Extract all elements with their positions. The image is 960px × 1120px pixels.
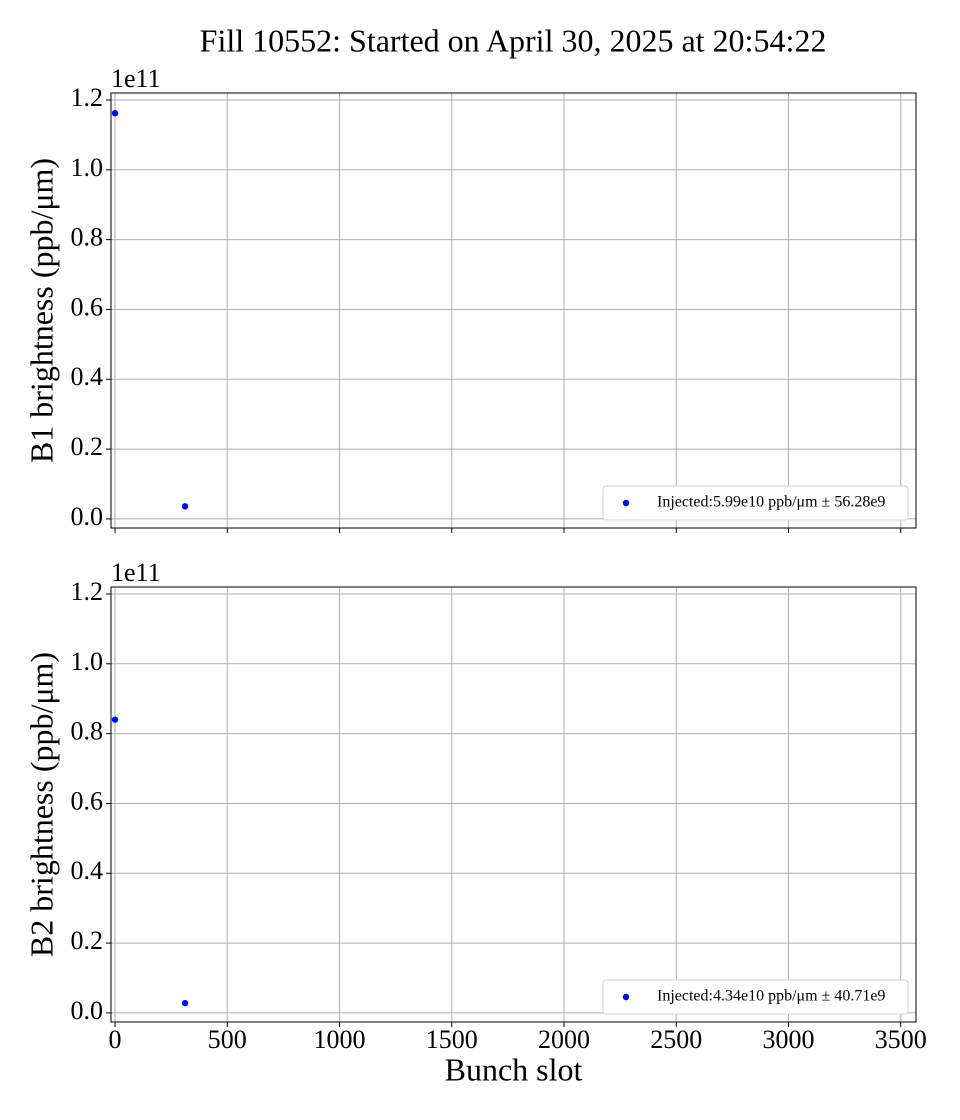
- plot-frame: [110, 92, 917, 529]
- y-tick-label: 0.0: [71, 996, 104, 1025]
- data-point: [111, 110, 119, 117]
- y-axis-label: B1 brightness (ppb/μm): [23, 158, 59, 463]
- y-tick-label: 0.0: [71, 502, 104, 531]
- y-tick-label: 1.0: [71, 153, 104, 182]
- figure-title: Fill 10552: Started on April 30, 2025 at…: [200, 22, 827, 58]
- legend-marker: [622, 499, 630, 507]
- x-axis-label: Bunch slot: [445, 1051, 583, 1087]
- y-tick-label: 0.4: [71, 856, 104, 885]
- data-point: [181, 999, 189, 1007]
- y-tick-label: 0.6: [71, 786, 104, 815]
- x-tick-label: 500: [208, 1025, 247, 1054]
- x-tick-label: 1000: [314, 1025, 366, 1054]
- y-tick-label: 0.8: [71, 223, 104, 252]
- data-point: [111, 716, 119, 723]
- y-tick-label: 0.4: [71, 362, 104, 391]
- x-tick-label: 0: [109, 1025, 122, 1054]
- y-tick-label: 1.0: [71, 647, 104, 676]
- plot-frame: [110, 586, 917, 1023]
- legend-label: Injected:4.34e10 ppb/μm ± 40.71e9: [657, 988, 885, 1005]
- y-tick-label: 0.8: [71, 717, 104, 746]
- y-offset-label: 1e11: [111, 64, 161, 93]
- y-tick-label: 1.2: [71, 83, 104, 112]
- y-tick-label: 0.2: [71, 432, 104, 461]
- legend-label: Injected:5.99e10 ppb/μm ± 56.28e9: [657, 494, 885, 511]
- legend-box: [602, 979, 909, 1015]
- data-point: [181, 503, 189, 510]
- legend-box: [602, 485, 909, 521]
- y-tick-label: 0.6: [71, 292, 104, 321]
- x-tick-label: 1500: [426, 1025, 478, 1054]
- y-axis-label: B2 brightness (ppb/μm): [23, 652, 59, 957]
- y-tick-label: 1.2: [71, 577, 104, 606]
- y-offset-label: 1e11: [111, 558, 161, 587]
- x-tick-label: 2000: [538, 1025, 590, 1054]
- y-tick-label: 0.2: [71, 926, 104, 955]
- legend-marker: [622, 993, 630, 1001]
- x-tick-label: 2500: [650, 1025, 702, 1054]
- x-tick-label: 3500: [875, 1025, 927, 1054]
- x-tick-label: 3000: [762, 1025, 814, 1054]
